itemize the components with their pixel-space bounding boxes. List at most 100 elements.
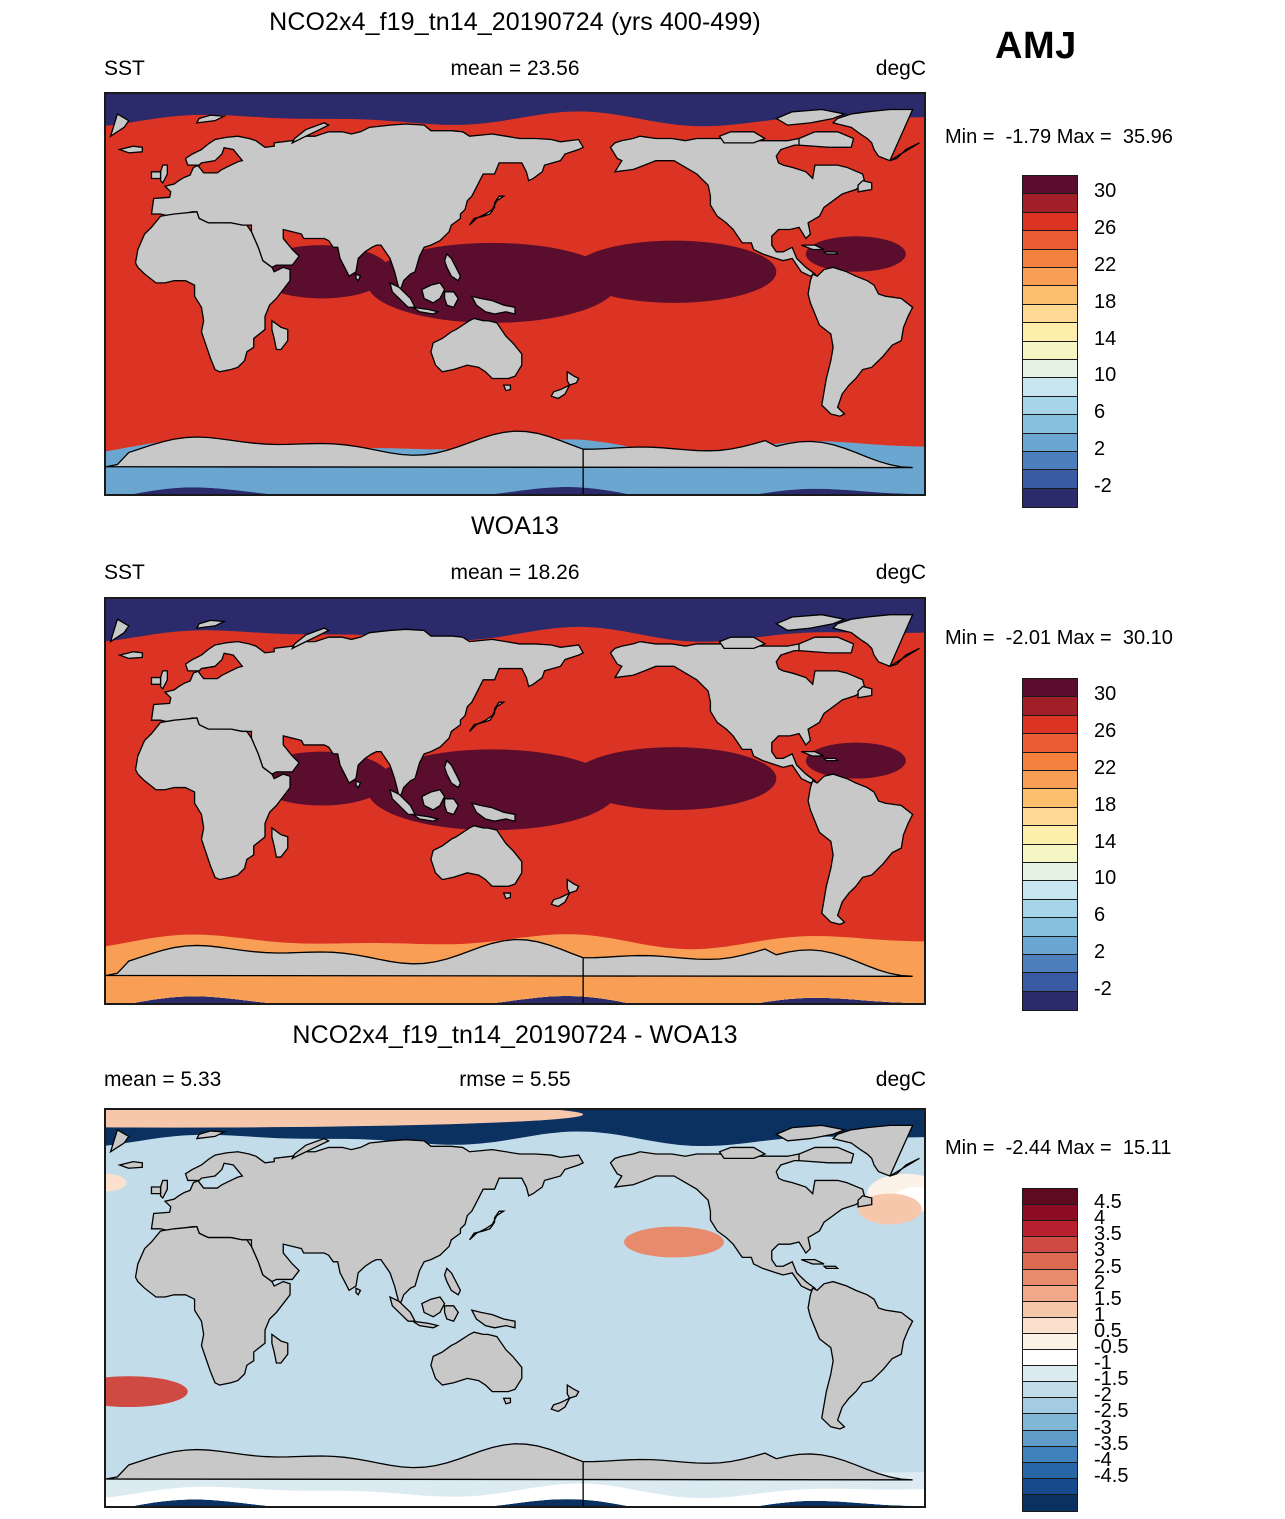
colorbar-tick-label: 30: [1094, 180, 1117, 203]
contour-band: [106, 1483, 924, 1506]
panel-diff-rmse-label: rmse = 5.55: [459, 1068, 571, 1091]
colorbar-swatch: [1022, 1188, 1078, 1206]
colorbar-swatch: [1022, 733, 1078, 754]
colorbar-tick-label: -2.5: [1094, 1400, 1129, 1423]
landmass: [389, 281, 417, 308]
season-label: AMJ: [995, 25, 1077, 67]
colorbar-swatch: [1022, 451, 1078, 471]
landmass: [355, 272, 362, 282]
colorbar-tick-label: -1: [1094, 1352, 1112, 1375]
landmass: [290, 1137, 331, 1160]
colorbar-tick-label: 3: [1094, 1239, 1106, 1262]
landmass: [468, 195, 506, 226]
landmass: [566, 878, 580, 894]
landmass: [801, 750, 825, 757]
colorbar-obs[interactable]: 30 26 22 18 14 10 6 2 -2: [1022, 678, 1182, 1012]
colorbar-tick-label: -2: [1094, 977, 1112, 1000]
map-svg: [106, 599, 924, 1003]
panel-model-minmax: Min = -1.79 Max = 35.96: [945, 126, 1173, 148]
colorbar-tick-label: 6: [1094, 904, 1106, 927]
landmass-antarctica: [106, 938, 913, 1003]
colorbar-tick-label: 26: [1094, 217, 1117, 240]
landmass: [774, 1124, 847, 1142]
landmass: [822, 1265, 840, 1270]
landmass: [421, 789, 446, 811]
colorbar-tick-label: 22: [1094, 254, 1117, 276]
landmass-antarctica: [106, 1443, 913, 1506]
landmass: [774, 614, 847, 632]
colorbar-swatch: [1022, 1349, 1078, 1367]
landmass: [774, 108, 847, 126]
colorbar-swatch: [1022, 1461, 1078, 1480]
landmass: [468, 1210, 506, 1241]
colorbar-tick-label: 1.5: [1094, 1287, 1122, 1310]
map-model[interactable]: [104, 92, 926, 496]
landmass: [822, 757, 840, 762]
map-diff[interactable]: [104, 1108, 926, 1508]
colorbar-swatch: [1022, 414, 1078, 435]
landmass: [150, 123, 585, 291]
colorbar-tick-label: 1: [1094, 1303, 1106, 1326]
landmass: [412, 813, 440, 822]
panel-model-stat-label: mean = 23.56: [450, 57, 580, 80]
landmass: [290, 122, 331, 145]
colorbar-tick-label: 18: [1094, 793, 1117, 816]
colorbar-swatch: [1022, 340, 1078, 361]
landmass: [502, 384, 512, 392]
landmass: [798, 636, 855, 654]
landmass: [718, 636, 767, 650]
map-obs[interactable]: [104, 597, 926, 1005]
colorbar-model[interactable]: 30 26 22 18 14 10 6 2 -2: [1022, 175, 1182, 509]
colorbar-swatch: [1022, 880, 1078, 901]
coastlines: [106, 108, 920, 494]
panel-obs-minmax: Min = -2.01 Max = 30.10: [945, 627, 1173, 649]
colorbar-tick-label: -3.5: [1094, 1432, 1129, 1455]
landmass: [430, 1331, 523, 1393]
landmass: [159, 1179, 169, 1200]
landmass: [389, 1295, 417, 1322]
landmass: [443, 798, 459, 816]
landmass: [470, 1309, 516, 1329]
colorbar-swatch: [1022, 714, 1078, 735]
colorbar-swatch: [1022, 1300, 1078, 1319]
colorbar-swatch: [1022, 935, 1078, 956]
colorbar-tick-label: 10: [1094, 364, 1117, 387]
landmass: [443, 1305, 459, 1322]
colorbar-swatch: [1022, 267, 1078, 287]
map-svg: [106, 1110, 924, 1506]
contour-feature: [571, 747, 777, 810]
landmass: [502, 1397, 512, 1405]
contour-feature: [805, 236, 906, 272]
landmass: [807, 1280, 914, 1430]
panel-model-units-label: degC: [875, 57, 926, 80]
landmass: [798, 1146, 855, 1164]
colorbar-swatch: [1022, 322, 1078, 343]
colorbar-swatch: [1022, 788, 1078, 809]
colorbar-swatch: [1022, 1365, 1078, 1383]
colorbar-swatch: [1022, 487, 1078, 508]
landmass: [857, 685, 873, 699]
colorbar-swatch: [1022, 175, 1078, 195]
contour-feature: [858, 1193, 922, 1225]
contour-feature: [367, 242, 618, 323]
colorbar-tick-label: 10: [1094, 867, 1117, 890]
colorbar-swatch: [1022, 395, 1078, 416]
colorbar-swatch: [1022, 1316, 1078, 1335]
colorbar-swatch: [1022, 917, 1078, 938]
landmass: [502, 892, 512, 900]
coastlines: [106, 614, 920, 1003]
landmass: [807, 773, 914, 926]
colorbar-swatch: [1022, 211, 1078, 232]
colorbar-swatch: [1022, 359, 1078, 379]
colorbar-swatch: [1022, 1477, 1078, 1496]
colorbar-swatch: [1022, 825, 1078, 846]
contour-feature: [106, 1110, 584, 1128]
landmass: [195, 1130, 227, 1140]
landmass: [117, 1161, 143, 1169]
panel-obs-var-label: SST: [104, 561, 145, 584]
landmass: [355, 779, 362, 789]
panel-obs-stat-label: mean = 18.26: [450, 561, 580, 584]
panel-diff-title: NCO2x4_f19_tn14_20190724 - WOA13: [292, 1021, 738, 1049]
colorbar-diff[interactable]: 4.5 4 3.5 3 2.5 2 1.5 1 0.5 -0.5 -1 -1.5 -2 -2.5 -3 -3.…: [1022, 1188, 1182, 1512]
colorbar-tick-label: 26: [1094, 720, 1117, 743]
